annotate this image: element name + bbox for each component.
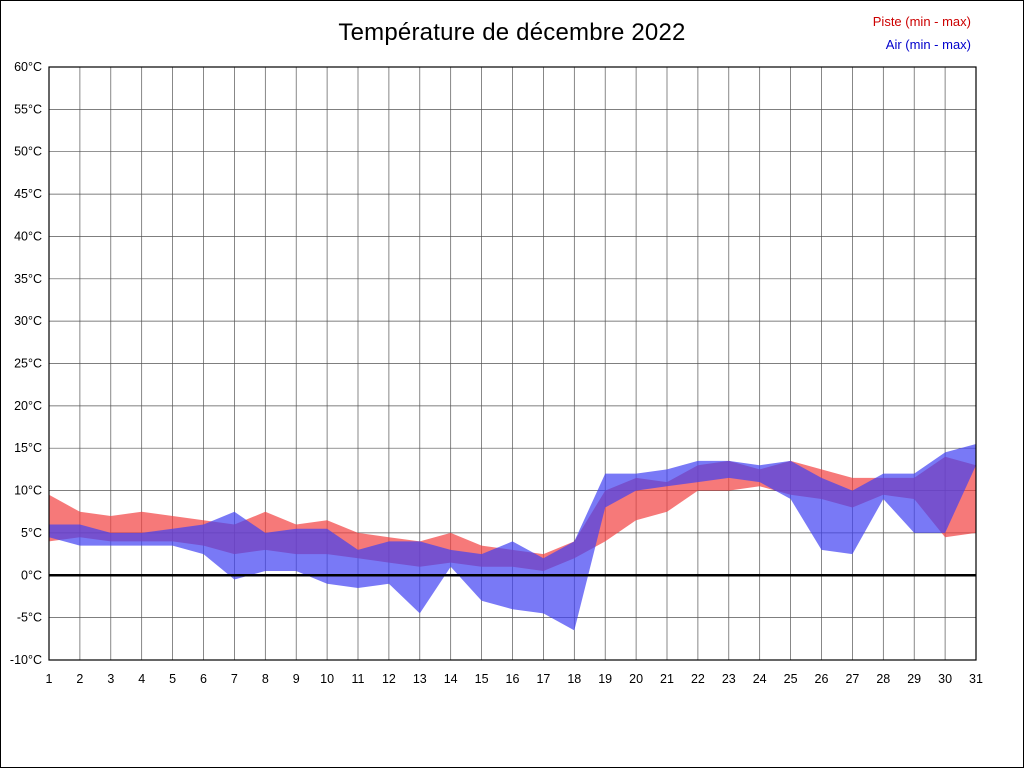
legend-air: Air (min - max) [885,36,971,52]
x-tick-label: 17 [536,672,550,686]
plot-border [48,66,977,661]
x-tick-label: 21 [660,672,674,686]
x-tick-label: 8 [262,672,269,686]
x-tick-label: 10 [320,672,334,686]
y-tick-label: 15°C [14,441,42,455]
y-tick-label: 40°C [14,229,42,243]
y-tick-label: 5°C [21,526,42,540]
x-tick-label: 15 [475,672,489,686]
y-tick-label: -5°C [17,611,42,625]
x-tick-label: 23 [722,672,736,686]
x-tick-label: 28 [876,672,890,686]
x-tick-label: 11 [352,672,365,686]
x-tick-label: 9 [293,672,300,686]
x-tick-label: 5 [169,672,176,686]
x-tick-label: 2 [76,672,83,686]
x-tick-label: 22 [691,672,705,686]
y-tick-label: 10°C [14,484,42,498]
y-tick-label: 0°C [21,568,42,582]
x-tick-label: 30 [938,672,952,686]
legend: Piste (min - max) Air (min - max) [873,11,971,57]
x-tick-label: 31 [969,672,983,686]
x-tick-label: 25 [784,672,798,686]
x-tick-label: 12 [382,672,396,686]
x-tick-label: 6 [200,672,207,686]
x-tick-label: 29 [907,672,921,686]
x-tick-label: 16 [506,672,520,686]
x-tick-label: 3 [107,672,114,686]
x-tick-label: 13 [413,672,427,686]
x-tick-label: 27 [845,672,859,686]
y-tick-label: 60°C [14,60,42,74]
x-tick-label: 7 [231,672,238,686]
x-tick-label: 4 [138,672,145,686]
x-tick-label: 26 [815,672,829,686]
x-tick-label: 24 [753,672,767,686]
x-tick-label: 18 [567,672,581,686]
air-minmax-band [49,444,976,631]
y-tick-label: 25°C [14,357,42,371]
y-tick-label: 50°C [14,145,42,159]
y-tick-label: -10°C [10,653,42,667]
legend-piste: Piste (min - max) [872,14,971,29]
y-tick-label: 30°C [14,314,42,328]
y-tick-label: 20°C [14,399,42,413]
x-tick-label: 1 [46,672,53,686]
y-tick-label: 45°C [14,187,42,201]
x-tick-label: 20 [629,672,643,686]
x-tick-label: 19 [598,672,612,686]
y-tick-label: 35°C [14,272,42,286]
chart-title: Température de décembre 2022 [338,19,686,46]
y-tick-label: 55°C [14,102,42,116]
x-tick-label: 14 [444,672,458,686]
